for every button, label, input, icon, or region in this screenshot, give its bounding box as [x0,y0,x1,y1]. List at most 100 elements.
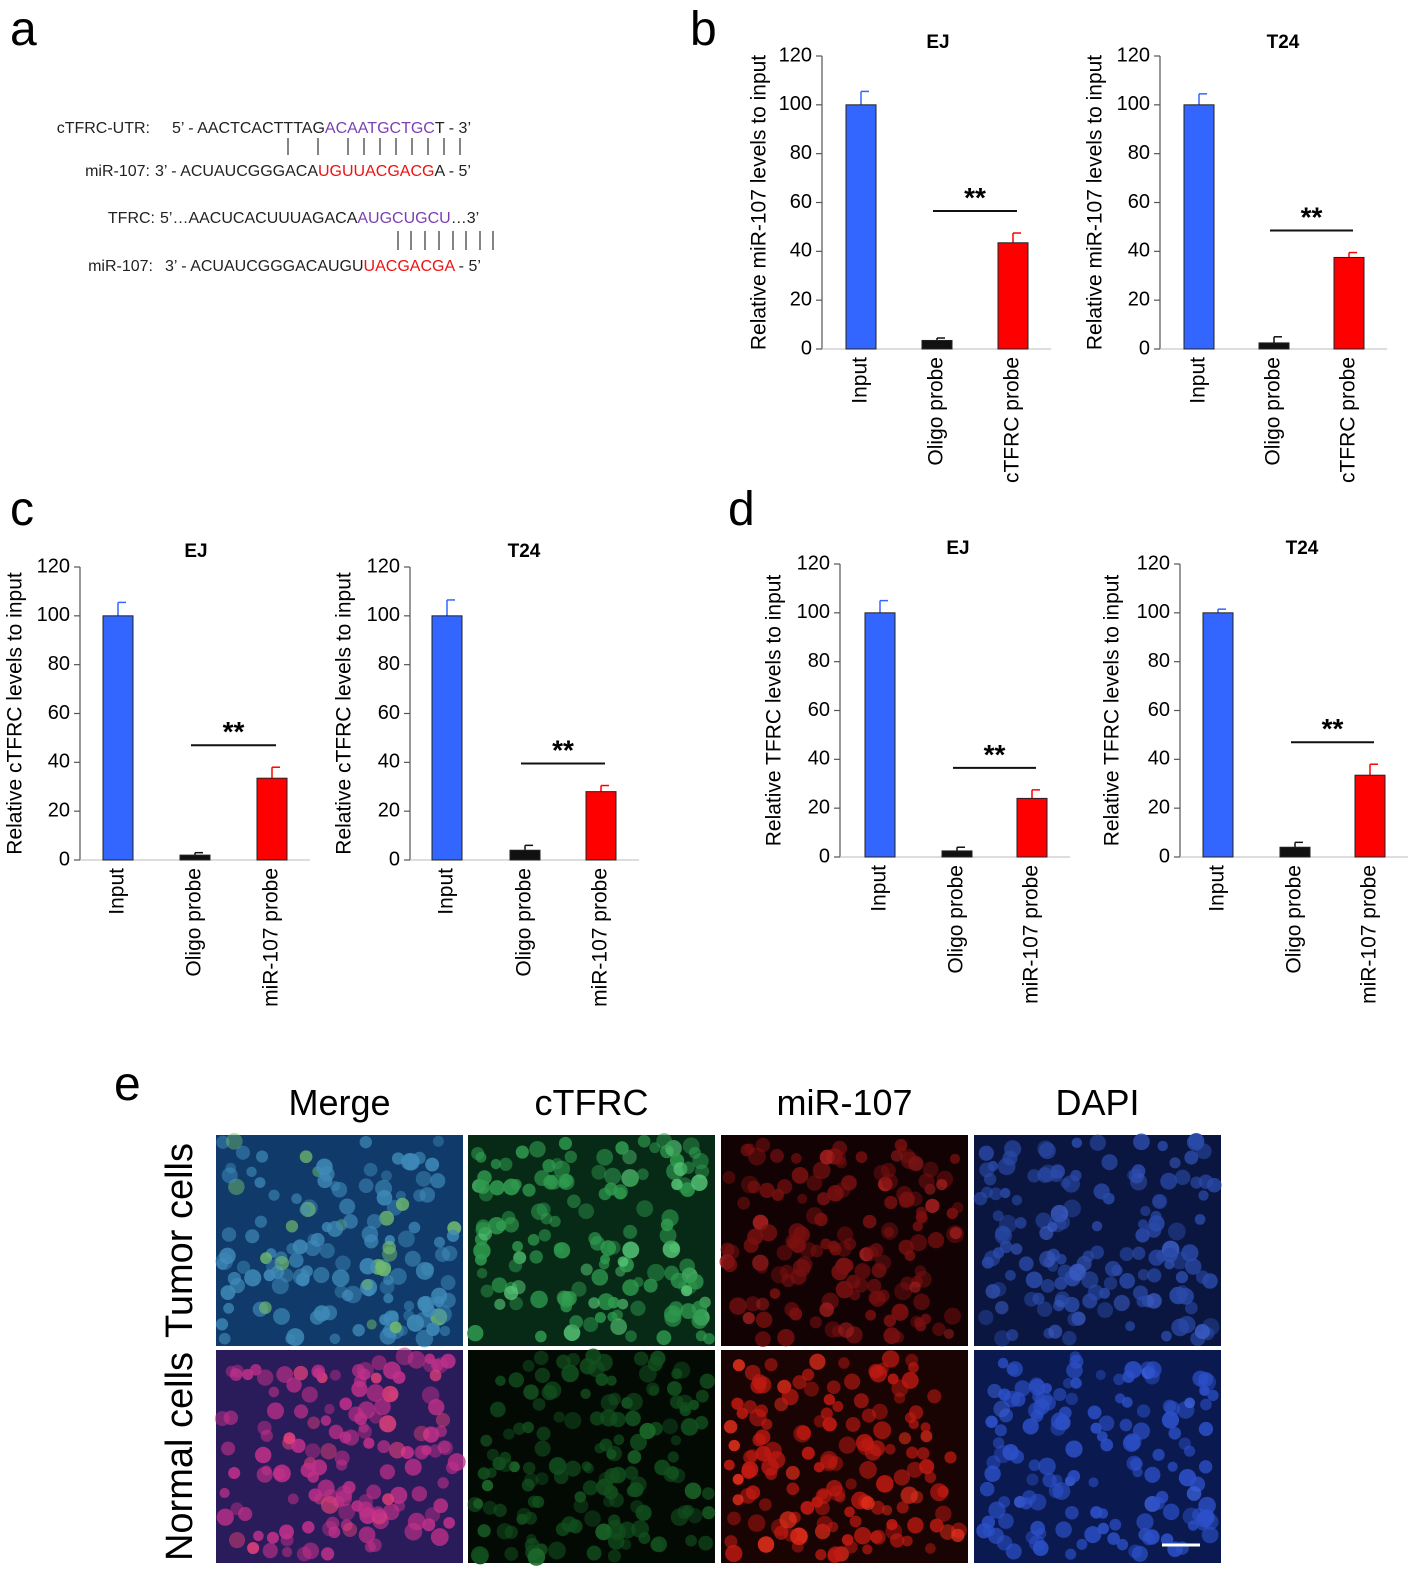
cell [408,1221,421,1234]
cell [698,1535,713,1551]
bar [1183,104,1215,350]
cell [1132,1246,1146,1260]
y-tick-label: 40 [790,240,812,262]
cell [893,1469,911,1486]
cell [797,1193,808,1204]
cell [480,1284,494,1298]
y-tick-label: 20 [808,796,830,818]
cell [329,1333,341,1345]
cell [604,1167,622,1185]
cell [285,1333,296,1345]
cell [613,1434,625,1446]
cell [871,1263,887,1278]
cell [992,1437,1005,1449]
cell [435,1425,447,1438]
cell [886,1518,898,1531]
cell [230,1502,244,1516]
cell [1161,1411,1180,1429]
x-tick-label: Input [1187,357,1210,404]
cell [869,1440,886,1457]
cell [666,1381,682,1396]
cell [752,1254,769,1272]
cell [993,1400,1010,1418]
cell [769,1288,781,1299]
cell [1010,1392,1026,1407]
cell [255,1150,269,1163]
cell [1042,1472,1057,1488]
cell [547,1541,566,1560]
cell [1121,1396,1133,1408]
cell [302,1521,315,1534]
cell [1039,1250,1056,1268]
cell [944,1307,962,1325]
y-axis-label: Relative miR-107 levels to input [748,55,771,350]
cell [691,1174,708,1191]
cell [995,1225,1011,1241]
cell [1035,1212,1052,1229]
cell [995,1300,1009,1315]
cell [430,1173,446,1189]
cell [380,1170,392,1182]
panel-label: c [10,483,34,536]
cell [326,1516,340,1531]
cell [358,1526,376,1544]
cell [443,1517,456,1529]
cell [906,1446,919,1459]
cell [1127,1169,1138,1181]
cell [862,1544,873,1555]
cell [1037,1140,1054,1157]
cell [781,1273,795,1288]
cell [490,1158,502,1170]
cell [777,1328,795,1347]
x-tick-label: Oligo probe [183,868,206,977]
cell [985,1283,1001,1299]
cell [262,1543,278,1559]
cell [363,1437,375,1449]
cell [922,1161,939,1178]
cell [389,1321,402,1334]
cell [669,1395,684,1409]
cell [855,1151,868,1163]
cell [1160,1172,1178,1190]
sequence-label: TFRC: [108,210,155,227]
chart-title: T24 [508,541,541,562]
cell [722,1171,736,1184]
cell [359,1258,376,1275]
x-tick-label: Input [1206,865,1229,912]
cell [785,1465,800,1480]
cell [538,1229,552,1242]
cell [614,1187,627,1200]
cell [681,1285,693,1297]
cell [731,1397,744,1410]
sequence-segment: UACGACGA [364,258,456,275]
cell [814,1212,828,1227]
cell [477,1524,491,1538]
y-tick-label: 120 [367,555,400,577]
sequence: 3’ - ACUAUCGGGACAUGUUACGACGA - 5’ [155,163,471,180]
cell [1109,1518,1122,1531]
cell [266,1402,285,1420]
cell [920,1430,933,1443]
bar [179,854,211,861]
y-tick-label: 100 [779,93,812,115]
x-tick-label: miR-107 probe [589,868,612,1007]
cell [299,1150,313,1164]
cell [810,1244,824,1258]
x-tick-label: Oligo probe [513,868,536,977]
cell [1097,1302,1114,1319]
cell [757,1536,775,1553]
cell [986,1455,1001,1470]
cell [884,1443,896,1455]
cell [756,1262,768,1274]
cell [225,1132,243,1150]
cell [508,1372,524,1388]
cell [1099,1287,1111,1299]
cell [935,1505,952,1522]
y-axis-label: Relative miR-107 levels to input [1084,55,1107,350]
cell [1062,1331,1077,1346]
cell [317,1479,335,1497]
cell [579,1358,597,1375]
cell [987,1383,1002,1399]
cell [1171,1318,1190,1337]
cell [535,1330,547,1343]
